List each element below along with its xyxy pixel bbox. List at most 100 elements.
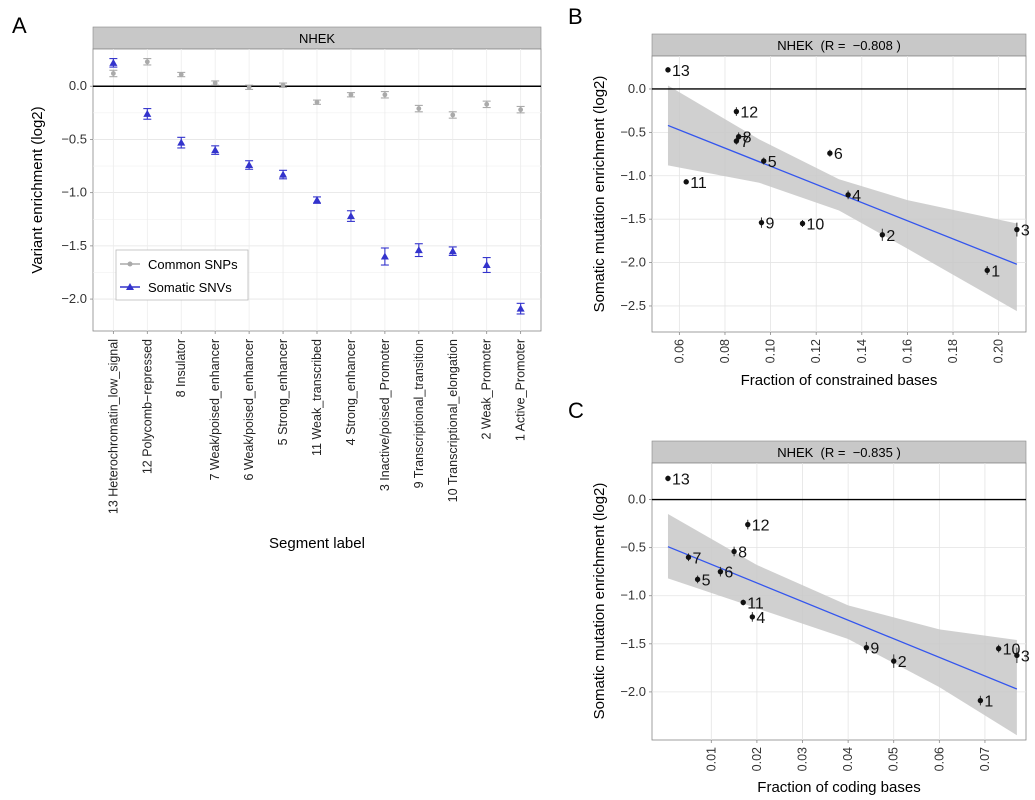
xtick-label-a: 1 Active_Promoter	[514, 339, 528, 441]
point-label-b: 12	[740, 105, 758, 122]
data-point-b	[683, 179, 689, 185]
somatic-snv-point	[279, 170, 288, 178]
point-label-b: 11	[690, 175, 707, 192]
legend-key-somatic-marker	[126, 283, 134, 290]
somatic-snv-point	[482, 261, 491, 269]
panel-letter-b: B	[568, 4, 583, 29]
point-label-c: 11	[747, 595, 764, 612]
point-label-c: 7	[692, 550, 701, 567]
common-snp-point	[246, 84, 252, 90]
data-point-c	[1014, 652, 1020, 659]
xtick-label-c: 0.06	[932, 747, 946, 771]
data-point-b	[735, 134, 742, 140]
panel-b-xlabel: Fraction of constrained bases	[741, 372, 938, 389]
data-point-c	[745, 521, 751, 528]
common-snp-point	[484, 101, 490, 107]
xtick-label-a: 3 Inactive/poised_Promoter	[378, 339, 392, 491]
ytick-label-b: −1.5	[620, 211, 646, 226]
ytick-label-b: −0.5	[620, 124, 646, 139]
somatic-snv-point	[313, 196, 321, 204]
common-snp-point	[416, 106, 422, 111]
data-point-b	[733, 138, 740, 144]
common-snp-point	[144, 59, 150, 65]
data-point-b	[758, 219, 765, 226]
xtick-label-c: 0.02	[750, 747, 764, 771]
data-point-b	[799, 220, 806, 227]
common-snp-point	[110, 71, 116, 76]
point-label-b: 4	[852, 188, 861, 205]
data-point-b	[665, 67, 671, 73]
data-point-c	[694, 576, 701, 583]
xtick-label-b: 0.20	[992, 339, 1006, 363]
common-snp-point	[382, 92, 388, 98]
panel-c-ylabel: Somatic mutation enrichment (log2)	[591, 483, 608, 720]
ytick-label-c: −1.0	[620, 588, 646, 603]
strip-c-label: NHEK (R = −0.835 )	[777, 445, 901, 460]
legend-key-common-marker	[127, 261, 133, 267]
common-snp-point	[212, 80, 218, 86]
point-label-c: 5	[702, 572, 711, 589]
strip-b-label: NHEK (R = −0.808 )	[777, 38, 901, 53]
xtick-label-a: 13 Heterochromatin_low_signal	[106, 339, 120, 514]
ytick-label-c: −0.5	[620, 540, 646, 555]
xtick-label-a: 7 Weak/poised_enhancer	[208, 339, 222, 481]
point-label-b: 10	[807, 217, 825, 234]
point-label-b: 8	[743, 130, 752, 147]
legend-label-somatic: Somatic SNVs	[148, 280, 232, 295]
point-label-c: 13	[672, 471, 690, 488]
ytick-label-b: −2.5	[620, 298, 646, 313]
point-label-b: 2	[886, 228, 895, 245]
point-label-b: 6	[834, 146, 843, 163]
xtick-label-b: 0.14	[855, 339, 869, 363]
xtick-label-a: 10 Transcriptional_elongation	[446, 339, 460, 502]
ytick-label-b: −2.0	[620, 255, 646, 270]
panel-a-xlabel: Segment label	[269, 535, 365, 552]
panel-c-xlabel: Fraction of coding bases	[757, 779, 920, 796]
somatic-snv-point	[245, 160, 254, 168]
data-point-b	[733, 108, 740, 115]
xtick-label-c: 0.07	[978, 747, 992, 771]
data-point-c	[977, 697, 984, 704]
point-label-b: 1	[991, 263, 1000, 280]
point-label-b: 5	[768, 154, 777, 171]
panel-letter-a: A	[12, 13, 27, 38]
data-point-b	[845, 192, 851, 198]
panel-a-plot: −2.0 −1.5 −1.0 −0.5 0.0 13 Heterochromatin_lo…	[61, 49, 541, 514]
common-snp-point	[314, 99, 320, 105]
ytick-label-a: −2.0	[61, 291, 87, 306]
common-snp-point	[518, 107, 524, 113]
strip-a-label: NHEK	[299, 31, 335, 46]
xtick-label-a: 5 Strong_enhancer	[276, 339, 290, 445]
somatic-snv-point	[448, 247, 457, 255]
panel-c-plot: 0.01 0.02 0.03 0.04 0.05 0.06 0.07−2.0−1.5−1.0…	[620, 463, 1030, 771]
data-point-c	[685, 554, 692, 560]
confidence-band-b	[667, 85, 1017, 312]
somatic-snv-point	[143, 109, 152, 117]
xtick-label-b: 0.06	[672, 339, 686, 363]
point-label-c: 12	[752, 518, 770, 535]
ytick-label-a: −1.5	[61, 238, 87, 253]
ytick-label-b: 0.0	[628, 81, 646, 96]
data-point-c	[891, 658, 897, 664]
data-point-c	[749, 614, 756, 620]
data-point-c	[740, 599, 746, 606]
confidence-band-c	[667, 513, 1017, 736]
point-label-c: 4	[756, 610, 765, 627]
somatic-snv-point	[211, 146, 220, 154]
somatic-snv-point	[414, 246, 423, 254]
somatic-snv-point	[109, 58, 118, 66]
ytick-label-c: −1.5	[620, 636, 646, 651]
xtick-label-a: 2 Weak_Promoter	[480, 339, 494, 440]
point-label-c: 1	[984, 694, 993, 711]
panel-letter-c: C	[568, 398, 584, 423]
ytick-label-c: 0.0	[628, 492, 646, 507]
common-snp-point	[450, 112, 456, 118]
xtick-label-a: 11 Weak_transcribed	[310, 339, 324, 456]
data-point-b	[1014, 226, 1020, 233]
data-point-b	[879, 232, 886, 238]
data-point-b	[761, 158, 767, 164]
xtick-label-a: 8 Insulator	[174, 339, 188, 397]
common-snp-point	[178, 72, 184, 77]
xtick-label-b: 0.08	[718, 339, 732, 363]
